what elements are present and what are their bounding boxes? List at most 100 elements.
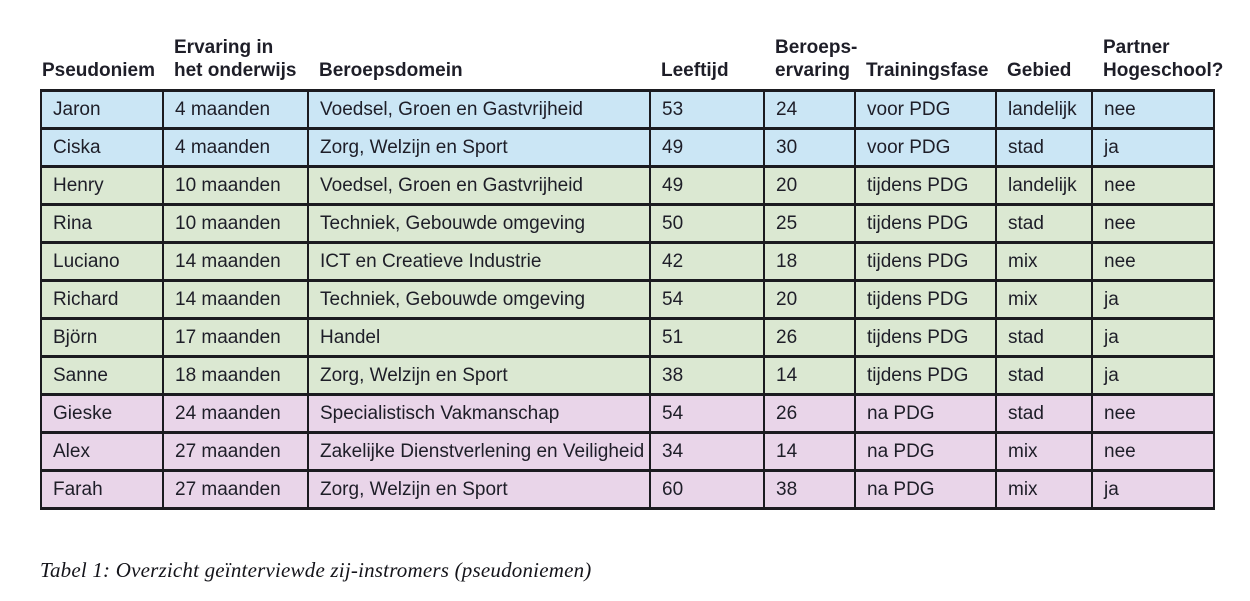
cell-ervaring_onderwijs: 17 maanden (162, 317, 309, 359)
table-row: Björn 17 maanden Handel 51 26 tijdens PDG stad… (40, 317, 1215, 359)
cell-trainingsfase: tijdens PDG (854, 165, 997, 207)
table-row: Richard 14 maanden Techniek, Gebouwde omge… (40, 279, 1215, 321)
cell-beroepservaring: 20 (763, 165, 856, 207)
table-row: Rina 10 maanden Techniek, Gebouwde omgevin… (40, 203, 1215, 245)
cell-partner_hogeschool: nee (1091, 393, 1215, 435)
column-header-pseudoniem: Pseudoniem (41, 36, 163, 91)
cell-beroepservaring: 14 (763, 355, 856, 397)
cell-beroepservaring: 38 (763, 469, 856, 511)
cell-trainingsfase: tijdens PDG (854, 279, 997, 321)
cell-trainingsfase: voor PDG (854, 89, 997, 131)
participants-table-container: Pseudoniem Ervaring in het onderwijs Beroe… (40, 36, 1223, 511)
cell-beroepsdomein: Voedsel, Groen en Gastvrijheid (307, 165, 651, 207)
cell-partner_hogeschool: ja (1091, 279, 1215, 321)
cell-beroepservaring: 30 (763, 127, 856, 169)
cell-gebied: stad (995, 203, 1093, 245)
column-header-ervaring_onderwijs: Ervaring in het onderwijs (163, 36, 308, 91)
cell-leeftijd: 54 (649, 279, 765, 321)
cell-ervaring_onderwijs: 10 maanden (162, 165, 309, 207)
cell-partner_hogeschool: ja (1091, 469, 1215, 511)
cell-ervaring_onderwijs: 18 maanden (162, 355, 309, 397)
cell-trainingsfase: tijdens PDG (854, 241, 997, 283)
cell-pseudoniem: Farah (40, 469, 164, 511)
cell-trainingsfase: na PDG (854, 469, 997, 511)
cell-pseudoniem: Gieske (40, 393, 164, 435)
cell-ervaring_onderwijs: 10 maanden (162, 203, 309, 245)
column-header-gebied: Gebied (996, 36, 1092, 91)
cell-pseudoniem: Jaron (40, 89, 164, 131)
cell-leeftijd: 50 (649, 203, 765, 245)
cell-beroepsdomein: Zorg, Welzijn en Sport (307, 127, 651, 169)
cell-gebied: mix (995, 431, 1093, 473)
cell-leeftijd: 60 (649, 469, 765, 511)
cell-gebied: landelijk (995, 165, 1093, 207)
cell-leeftijd: 53 (649, 89, 765, 131)
table-header-row: Pseudoniem Ervaring in het onderwijs Beroe… (41, 36, 1223, 91)
cell-trainingsfase: voor PDG (854, 127, 997, 169)
cell-trainingsfase: tijdens PDG (854, 355, 997, 397)
cell-pseudoniem: Björn (40, 317, 164, 359)
column-header-partner_hogeschool: Partner Hogeschool? (1092, 36, 1223, 91)
cell-pseudoniem: Richard (40, 279, 164, 321)
cell-pseudoniem: Rina (40, 203, 164, 245)
cell-beroepservaring: 26 (763, 317, 856, 359)
cell-pseudoniem: Ciska (40, 127, 164, 169)
cell-ervaring_onderwijs: 24 maanden (162, 393, 309, 435)
cell-ervaring_onderwijs: 4 maanden (162, 89, 309, 131)
table-row: Henry 10 maanden Voedsel, Groen en Gastvri… (40, 165, 1215, 207)
cell-gebied: stad (995, 393, 1093, 435)
cell-leeftijd: 38 (649, 355, 765, 397)
table-row: Gieske 24 maanden Specialistisch Vakmansch… (40, 393, 1215, 435)
table-row: Luciano 14 maanden ICT en Creatieve Indust… (40, 241, 1215, 283)
table-row: Ciska 4 maanden Zorg, Welzijn en Sport 49 30… (40, 127, 1215, 169)
cell-gebied: mix (995, 469, 1093, 511)
cell-trainingsfase: tijdens PDG (854, 317, 997, 359)
cell-leeftijd: 34 (649, 431, 765, 473)
cell-beroepsdomein: Techniek, Gebouwde omgeving (307, 279, 651, 321)
cell-gebied: mix (995, 241, 1093, 283)
cell-partner_hogeschool: ja (1091, 127, 1215, 169)
cell-pseudoniem: Alex (40, 431, 164, 473)
cell-ervaring_onderwijs: 4 maanden (162, 127, 309, 169)
cell-beroepsdomein: Zorg, Welzijn en Sport (307, 469, 651, 511)
cell-partner_hogeschool: ja (1091, 355, 1215, 397)
cell-ervaring_onderwijs: 14 maanden (162, 241, 309, 283)
cell-partner_hogeschool: nee (1091, 165, 1215, 207)
cell-beroepservaring: 20 (763, 279, 856, 321)
cell-trainingsfase: tijdens PDG (854, 203, 997, 245)
cell-partner_hogeschool: nee (1091, 241, 1215, 283)
table-row: Jaron 4 maanden Voedsel, Groen en Gastvrij… (40, 89, 1215, 131)
cell-trainingsfase: na PDG (854, 393, 997, 435)
column-header-trainingsfase: Trainingsfase (855, 36, 996, 91)
cell-leeftijd: 42 (649, 241, 765, 283)
cell-beroepsdomein: ICT en Creatieve Industrie (307, 241, 651, 283)
cell-beroepservaring: 24 (763, 89, 856, 131)
cell-pseudoniem: Luciano (40, 241, 164, 283)
cell-partner_hogeschool: nee (1091, 431, 1215, 473)
cell-beroepsdomein: Specialistisch Vakmanschap (307, 393, 651, 435)
cell-ervaring_onderwijs: 14 maanden (162, 279, 309, 321)
cell-gebied: stad (995, 127, 1093, 169)
cell-partner_hogeschool: nee (1091, 203, 1215, 245)
table-row: Sanne 18 maanden Zorg, Welzijn en Sport 38 1… (40, 355, 1215, 397)
cell-leeftijd: 49 (649, 127, 765, 169)
cell-leeftijd: 54 (649, 393, 765, 435)
column-header-beroepsdomein: Beroepsdomein (308, 36, 650, 91)
table-row: Alex 27 maanden Zakelijke Dienstverlening … (40, 431, 1215, 473)
cell-gebied: stad (995, 355, 1093, 397)
participants-table: Pseudoniem Ervaring in het onderwijs Beroe… (40, 36, 1223, 511)
cell-beroepsdomein: Zakelijke Dienstverlening en Veiligheid (307, 431, 651, 473)
cell-leeftijd: 49 (649, 165, 765, 207)
cell-partner_hogeschool: ja (1091, 317, 1215, 359)
cell-gebied: mix (995, 279, 1093, 321)
cell-trainingsfase: na PDG (854, 431, 997, 473)
cell-beroepservaring: 25 (763, 203, 856, 245)
cell-beroepsdomein: Voedsel, Groen en Gastvrijheid (307, 89, 651, 131)
cell-gebied: stad (995, 317, 1093, 359)
column-header-beroepservaring: Beroeps- ervaring (764, 36, 857, 91)
cell-leeftijd: 51 (649, 317, 765, 359)
cell-beroepservaring: 14 (763, 431, 856, 473)
cell-beroepsdomein: Zorg, Welzijn en Sport (307, 355, 651, 397)
cell-beroepservaring: 18 (763, 241, 856, 283)
cell-ervaring_onderwijs: 27 maanden (162, 469, 309, 511)
